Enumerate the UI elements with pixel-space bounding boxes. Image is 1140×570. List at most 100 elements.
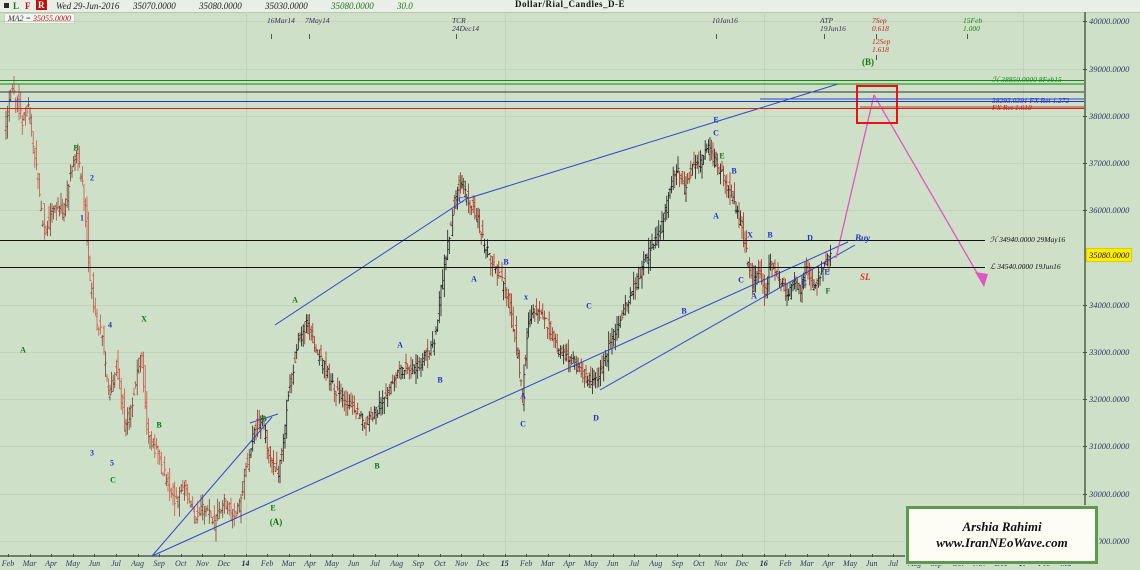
date-tick-mark (353, 554, 355, 557)
date-axis-month: Sep (412, 559, 425, 568)
date-axis-month: Jul (888, 559, 899, 568)
header-tick-mark (876, 34, 877, 39)
wave-label: 4 (108, 320, 112, 330)
date-tick-mark (331, 554, 333, 557)
wave-label: 1 (80, 213, 84, 223)
date-tick-mark (483, 554, 485, 557)
date-tick-mark (698, 554, 700, 557)
date-axis-month: Apr (563, 559, 576, 568)
date-tick-mark (612, 554, 614, 557)
resistance-38293[interactable] (0, 101, 1084, 102)
wave-label: 5 (110, 458, 114, 468)
projection-box[interactable] (856, 85, 898, 124)
wave-label: F (825, 286, 831, 296)
date-axis-month: Mar (281, 559, 296, 568)
atp-marker: ATP 19Jun16 (820, 16, 846, 33)
feb-1000-marker: 15Feb 1.000 (963, 16, 983, 33)
wave-label: x (524, 292, 528, 302)
price-tick-mark (1083, 21, 1087, 23)
price-tick-mark (1083, 163, 1087, 165)
buy-line-label: ℋ 34940.0000 29May16 (990, 235, 1066, 244)
fib-1618[interactable] (0, 108, 1084, 109)
button-f[interactable]: F (25, 1, 31, 11)
date-axis-month: Oct (174, 559, 187, 568)
price-tick-label: 30000.0000 (1089, 488, 1130, 499)
buy-label: Buy (855, 233, 871, 243)
vertical-gridline (504, 12, 506, 555)
wave-label: B (681, 306, 687, 316)
date-axis-month: May (583, 559, 599, 568)
wave-label: X (141, 314, 147, 324)
price-tick-label: 32000.0000 (1089, 394, 1130, 405)
date-axis-month: Aug (131, 559, 144, 568)
wave-label: D (807, 233, 813, 243)
date-axis-month: Nov (454, 559, 468, 568)
price-tick-label: 40000.0000 (1089, 16, 1130, 27)
price-plot[interactable] (0, 12, 1084, 555)
price-tick-mark (1083, 399, 1087, 401)
price-tick-label: 33000.0000 (1089, 346, 1130, 357)
date-axis-month: Feb (1, 559, 15, 568)
sl-line-label: ℒ 34540.0000 19Jun16 (990, 262, 1061, 271)
wave-label: B (503, 257, 509, 267)
date-tick-mark (202, 554, 204, 557)
button-l[interactable]: L (13, 1, 20, 11)
wave-label: A (751, 291, 757, 301)
date-axis-month: Mar (800, 559, 814, 568)
wave-label: C (460, 179, 466, 189)
date-axis-month: May (842, 559, 858, 568)
date-tick-mark (828, 554, 830, 557)
wave-label: (B) (862, 57, 874, 67)
button-r[interactable]: R (36, 0, 47, 10)
price-tick-mark (1083, 304, 1087, 306)
date-axis-year: 14 (241, 559, 250, 568)
date-axis-month: Jun (347, 559, 360, 568)
ma2-readout: MA2 = 35055.0000 (4, 13, 75, 24)
header-tick-mark (824, 34, 825, 39)
date-tick-mark (137, 554, 139, 557)
wave-label: E (713, 115, 719, 125)
horizontal-gridline (0, 68, 1084, 70)
header-tick-mark (456, 34, 457, 39)
wave-label: (A) (269, 517, 283, 527)
date-tick-mark (72, 554, 74, 557)
date-axis-month: Jun (88, 559, 101, 568)
date-axis-month: Mar (22, 559, 37, 568)
date-tick-mark (893, 554, 895, 557)
author-name: Arshia Rahimi (962, 519, 1042, 534)
wave-label: A (713, 211, 719, 221)
vertical-gridline (763, 12, 765, 555)
wave-label: X (747, 230, 753, 240)
wave-label: C (713, 128, 719, 138)
may14-marker: 7May14 (305, 16, 330, 25)
buy-line[interactable] (0, 240, 985, 241)
date-axis-month: Jun (865, 559, 878, 568)
tcr-marker: TCR 24Dec14 (452, 16, 480, 33)
price-tick-label: 38000.0000 (1089, 110, 1130, 121)
date-axis-month: Nov (195, 559, 209, 568)
wave-label: 3 (90, 448, 94, 458)
date-axis-month: Apr (822, 559, 835, 568)
wave-label: C (110, 475, 116, 485)
price-tick-label: 29000.0000 (1089, 535, 1130, 546)
marker-square-icon[interactable] (4, 3, 9, 8)
date-tick-mark (8, 554, 9, 557)
date-tick-mark (159, 554, 161, 557)
wave-label: C (738, 275, 744, 285)
resistance-38850[interactable] (0, 80, 1084, 81)
horizontal-gridline (0, 21, 1084, 23)
resistance-38293-label: 38293.0391 FX Ret 1.272 (992, 96, 1070, 105)
wave-label: E (824, 267, 830, 277)
price-axis[interactable]: 40000.0000 39000.0000 38000.0000 37000.0000… (1083, 12, 1140, 555)
mar14-marker: 16Mar14 (267, 16, 295, 25)
horizontal-gridline (0, 210, 1084, 212)
date-tick-mark (742, 554, 744, 557)
price-tick-mark (1083, 68, 1087, 70)
sl-line[interactable] (0, 267, 985, 268)
header-tick-mark (271, 34, 272, 39)
author-signature: Arshia Rahimi www.IranNEoWave.com (906, 506, 1098, 564)
wave-label: B (156, 420, 162, 430)
price-tick-mark (1083, 493, 1087, 495)
wave-label: A (471, 274, 477, 284)
price-tick-mark (1083, 351, 1087, 353)
